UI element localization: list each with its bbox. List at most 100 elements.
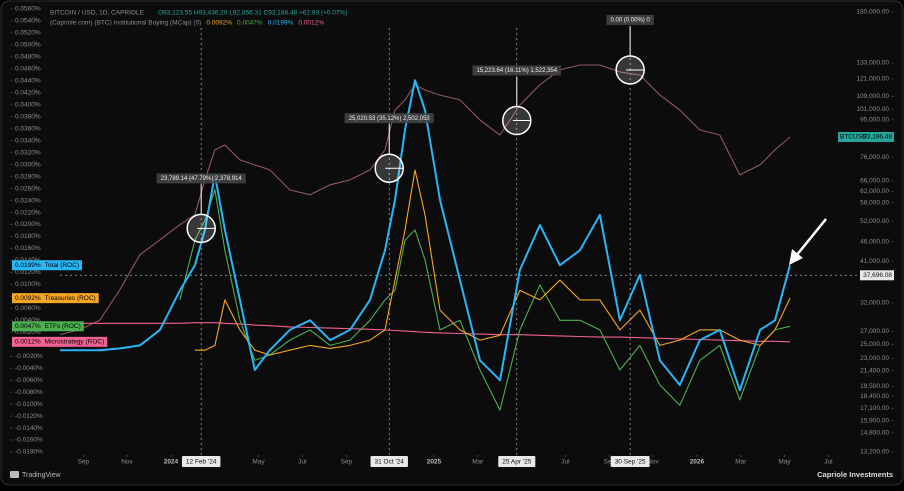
measure-box xyxy=(606,14,654,25)
readout-value: 0.0092% xyxy=(15,295,41,302)
y2-tick-label: 95,000.00 xyxy=(860,116,889,123)
x-tick-label: Sep xyxy=(604,459,616,466)
y-tick-label: 0.0260% xyxy=(15,185,41,192)
price-readout: 93,186.48 xyxy=(863,134,892,141)
y-tick-label: 0.0160% xyxy=(15,245,41,252)
y2-tick-label: 17,100.00 xyxy=(860,405,889,412)
x-tick-label: 2025 xyxy=(427,459,442,466)
x-tick-label: Nov xyxy=(121,459,133,466)
x-tick-label: Jul xyxy=(824,459,833,466)
x-tick-label: Jul xyxy=(561,459,570,466)
y-tick-label: 0.0360% xyxy=(15,125,41,132)
x-tick-label: Jul xyxy=(298,459,307,466)
readout-value: 0.0012% xyxy=(15,339,41,346)
y-tick-label: 0.0020% xyxy=(15,329,41,336)
y-tick-label: 0.0180% xyxy=(15,233,41,240)
crosshair-label: 37,696.08 xyxy=(863,272,892,279)
crosshair-box xyxy=(860,270,894,281)
y-tick-label: 0.0240% xyxy=(15,197,41,204)
y2-tick-label: 23,000.00 xyxy=(860,355,889,362)
y2-tick-label: 15,900.00 xyxy=(860,417,889,424)
y-tick-label: 0.0060% xyxy=(15,305,41,312)
y-tick-label: 0.0560% xyxy=(15,6,41,13)
y-tick-label: -0.0180% xyxy=(15,449,43,456)
arrow-head xyxy=(789,249,803,265)
date-box xyxy=(370,456,408,467)
ohlc-readout: O93,123.55 H93,436.20 L92,856.31 C93,186… xyxy=(158,10,347,17)
y2-tick-label: 121,000.00 xyxy=(856,76,889,83)
x-tick-label: May xyxy=(252,459,265,466)
x-tick-label: May xyxy=(778,459,791,466)
price-name: BTCUSD xyxy=(840,134,867,141)
y-tick-label: 0.0500% xyxy=(15,42,41,49)
y-tick-label: 0.0520% xyxy=(15,30,41,37)
x-tick-label: Mar xyxy=(472,459,484,466)
x-tick-label: Sep xyxy=(341,459,353,466)
readout-value: 0.0199% xyxy=(15,262,41,269)
y2-tick-label: 109,000.00 xyxy=(856,93,889,100)
annotations: 23,789.14 (47.79%) 2,378,914 12 Feb '24 25… xyxy=(12,14,894,467)
date-box xyxy=(610,456,650,467)
y-tick-label: 0.0040% xyxy=(15,317,41,324)
date-label: 25 Apr '25 xyxy=(502,459,531,466)
symbol-title: BITCOIN / USD, 1D, CAPRIOLE xyxy=(50,10,145,17)
measure-box xyxy=(156,173,246,184)
y2-tick-label: 180,000.00 xyxy=(856,9,889,16)
y-tick-label: 0.0200% xyxy=(15,221,41,228)
measure-box xyxy=(344,113,434,124)
y-tick-label: -0.0060% xyxy=(15,377,43,384)
y2-tick-label: 32,000.00 xyxy=(860,300,889,307)
y2-tick-label: 19,500.00 xyxy=(860,383,889,390)
measure-text: 15,223.64 (16.11%) 1,522,354 xyxy=(476,68,557,74)
series-line xyxy=(179,189,791,411)
y-tick-label: 0.0340% xyxy=(15,137,41,144)
y-tick-label: -0.0100% xyxy=(15,401,43,408)
legend-readout: 0.0092% xyxy=(206,20,232,27)
y-tick-label: 0.0100% xyxy=(15,281,41,288)
logo-mark xyxy=(10,471,19,478)
x-tick-label: Nov xyxy=(647,459,659,466)
date-label: 12 Feb '24 xyxy=(186,459,217,466)
readout-value: 0.0047% xyxy=(15,323,41,330)
y2-tick-label: 14,800.00 xyxy=(860,429,889,436)
pointer-arrow xyxy=(789,218,827,265)
y-tick-label: 0.0480% xyxy=(15,54,41,61)
readout-box xyxy=(12,260,82,271)
readout-name: Microstrategy (ROC) xyxy=(45,339,105,346)
y2-tick-label: 13,200.00 xyxy=(860,449,889,456)
readout-box xyxy=(12,321,84,332)
x-tick-label: Sep xyxy=(78,459,90,466)
y2-tick-label: 133,000.00 xyxy=(856,60,889,67)
measure-box xyxy=(472,65,562,76)
y2-tick-label: 58,000.00 xyxy=(860,199,889,206)
readout-name: ETFs (ROC) xyxy=(45,323,81,330)
y-tick-label: -0.0140% xyxy=(15,425,43,432)
date-label: 30 Sep '25 xyxy=(615,459,646,466)
legend-readout: 0.0047% xyxy=(237,20,263,27)
y-tick-label: 0.0380% xyxy=(15,113,41,120)
price-box xyxy=(838,131,894,142)
date-box xyxy=(498,456,536,467)
legend-readout: 0.0012% xyxy=(298,20,324,27)
y-tick-label: 0.0280% xyxy=(15,173,41,180)
series-line xyxy=(60,79,791,392)
y2-tick-label: 41,000.00 xyxy=(860,258,889,265)
y-tick-label: -0.0120% xyxy=(15,413,43,420)
logo-text: TradingView xyxy=(22,472,61,479)
y-tick-label: -0.0080% xyxy=(15,389,43,396)
plot xyxy=(59,64,791,411)
y-tick-label: 0.0460% xyxy=(15,66,41,73)
readout-name: Treasuries (ROC) xyxy=(45,295,96,302)
y2-tick-label: 18,400.00 xyxy=(860,393,889,400)
series-line xyxy=(60,322,791,343)
readout-name: Total (ROC) xyxy=(45,262,79,269)
y2-tick-label: 21,400.00 xyxy=(860,367,889,374)
price-line xyxy=(59,64,791,336)
y-tick-label: 0.0540% xyxy=(15,18,41,25)
x-tick-label: Mar xyxy=(735,459,747,466)
y-tick-label: 0.0220% xyxy=(15,209,41,216)
y-tick-label: -0.0160% xyxy=(15,437,43,444)
measure-text: 25,020.53 (35.12%) 2,502,053 xyxy=(349,116,431,122)
